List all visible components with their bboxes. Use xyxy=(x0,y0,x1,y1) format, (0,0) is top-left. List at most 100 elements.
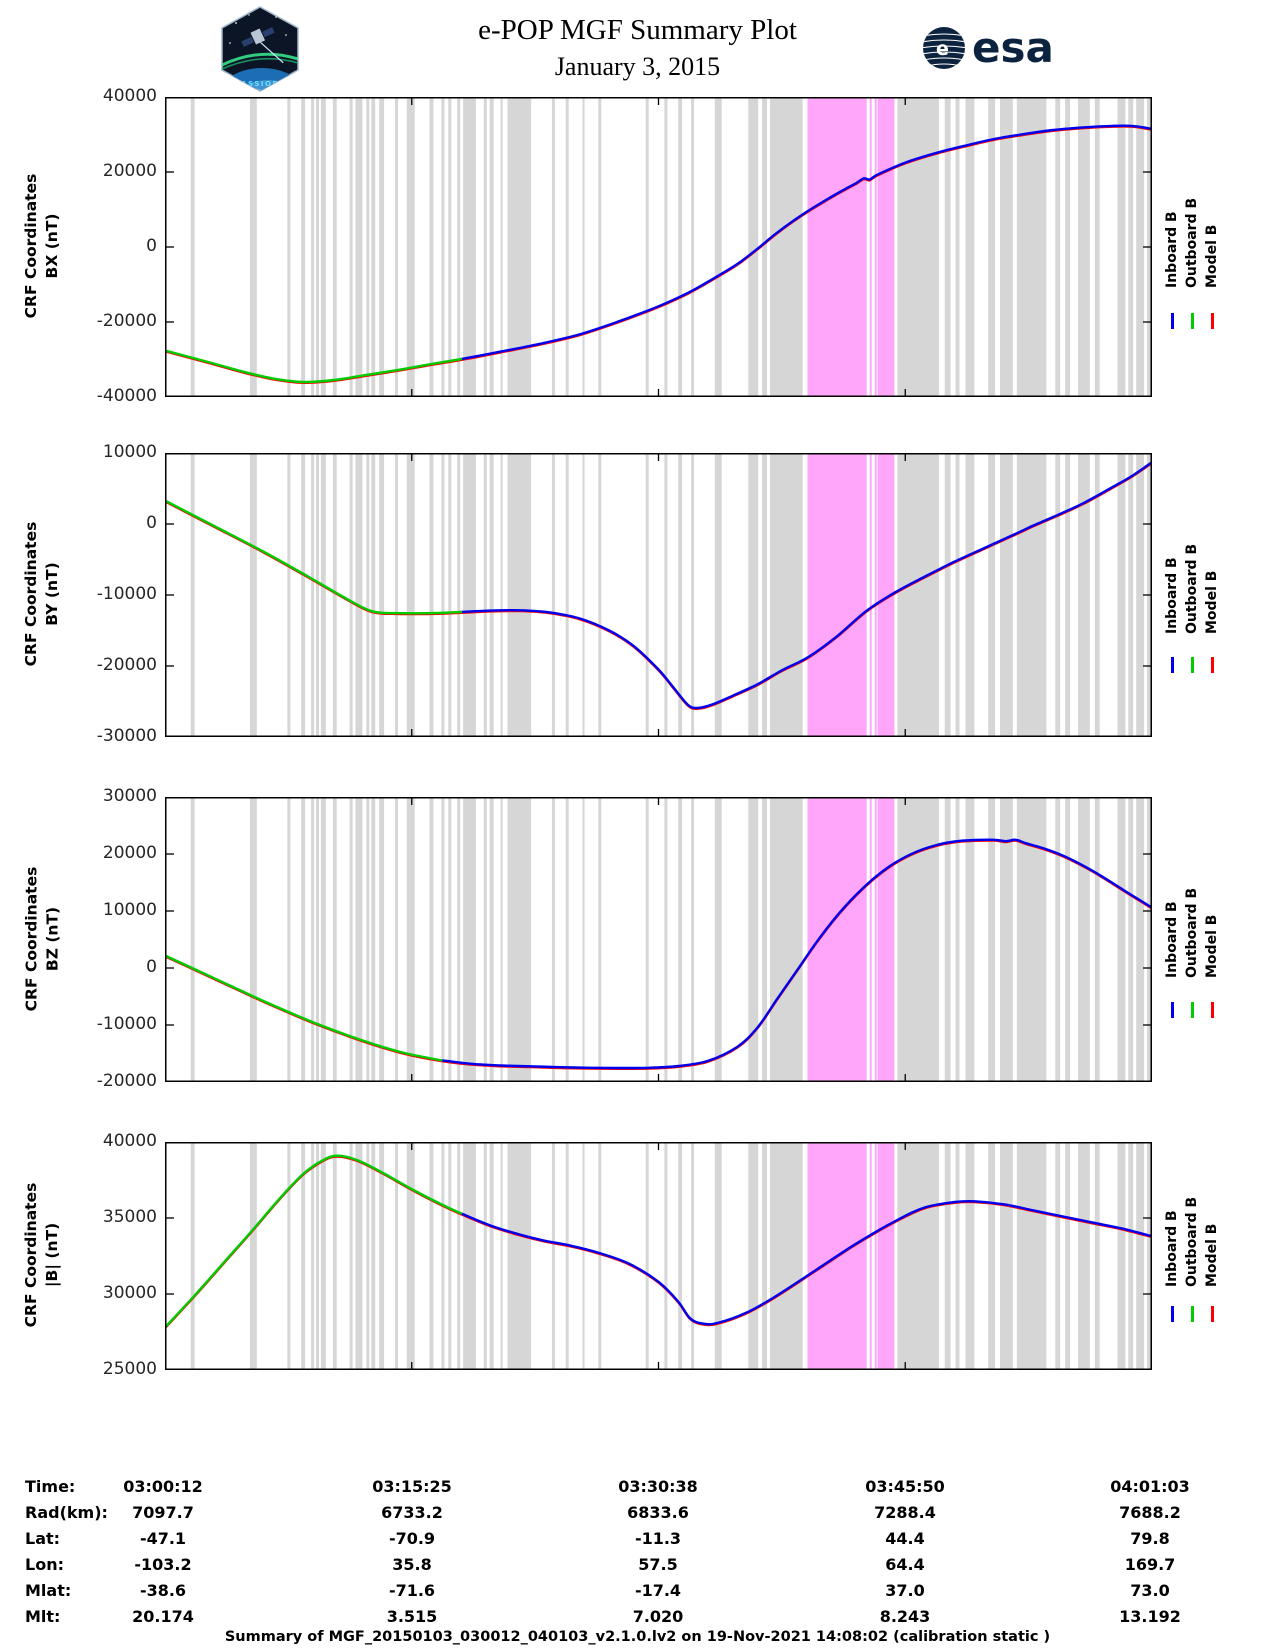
data-gap-stripe xyxy=(457,1143,461,1369)
y-tick-label: 0 xyxy=(146,236,157,256)
data-gap-stripe xyxy=(287,1143,291,1369)
data-gap-stripe xyxy=(955,98,960,396)
data-gap-stripe xyxy=(1055,98,1061,396)
table-cell: 7688.2 xyxy=(1119,1503,1181,1522)
data-gap-stripe xyxy=(1055,454,1061,736)
table-cell: 8.243 xyxy=(879,1607,931,1626)
data-gap-stripe xyxy=(1128,1143,1134,1369)
data-gap-stripe xyxy=(645,454,649,736)
data-gap-stripe xyxy=(1094,454,1100,736)
legend-label-outboard: Outboard B xyxy=(1184,197,1200,288)
data-gap-stripe xyxy=(366,798,370,1081)
data-gap-stripe xyxy=(1136,798,1145,1081)
data-gap-stripe xyxy=(379,1143,385,1369)
y-axis-label: CRF Coordinates |B| (nT) xyxy=(22,1182,61,1328)
data-gap-stripe xyxy=(1128,98,1134,396)
data-gap-stripe xyxy=(944,798,951,1081)
data-gap-stripe xyxy=(1094,798,1100,1081)
data-gap-stripe xyxy=(714,1143,722,1369)
data-gap-stripe xyxy=(565,454,569,736)
data-gap-stripe xyxy=(311,1143,315,1369)
table-cell: 79.8 xyxy=(1130,1529,1170,1548)
legend-swatch-inboard xyxy=(1171,313,1174,329)
series-inboard-b xyxy=(440,838,1154,1070)
legend-label-inboard: Inboard B xyxy=(1164,1210,1180,1287)
data-gap-stripe xyxy=(1078,98,1090,396)
legend-label-inboard: Inboard B xyxy=(1164,901,1180,979)
table-cell: 73.0 xyxy=(1130,1581,1170,1600)
data-gap-stripe xyxy=(429,454,434,736)
series-inboard-b xyxy=(459,124,1154,361)
data-gap-stripe xyxy=(316,454,319,736)
data-gap-stripe xyxy=(897,454,939,736)
table-cell: 13.192 xyxy=(1119,1607,1181,1626)
data-gap-stripe xyxy=(598,98,602,396)
data-gap-stripe xyxy=(770,454,803,736)
data-gap-stripe xyxy=(645,1143,649,1369)
y-tick-label: 10000 xyxy=(102,442,157,462)
data-gap-stripe xyxy=(1078,798,1090,1081)
data-gap-stripe xyxy=(762,454,767,736)
legend-label-outboard: Outboard B xyxy=(1184,543,1200,634)
data-gap-stripe xyxy=(463,1143,476,1369)
data-gap-stripe xyxy=(311,454,315,736)
table-cell: 03:45:50 xyxy=(865,1477,945,1496)
event-highlight-stripe xyxy=(807,454,867,736)
data-gap-stripe xyxy=(371,798,376,1081)
data-gap-stripe xyxy=(1065,1143,1070,1369)
table-cell: 169.7 xyxy=(1124,1555,1176,1574)
data-gap-stripe xyxy=(395,454,398,736)
data-gap-stripe xyxy=(190,454,195,736)
data-gap-stripe xyxy=(565,798,569,1081)
data-gap-stripe xyxy=(190,1143,195,1369)
series-inboard-b xyxy=(459,1199,1154,1326)
data-gap-stripe xyxy=(429,1143,434,1369)
summary-footnote: Summary of MGF_20150103_030012_040103_v2… xyxy=(224,1629,1051,1645)
data-gap-stripe xyxy=(406,798,415,1081)
data-gap-stripe xyxy=(448,798,452,1081)
data-gap-stripe xyxy=(463,798,476,1081)
data-gap-stripe xyxy=(1094,98,1100,396)
data-gap-stripe xyxy=(287,798,291,1081)
data-gap-stripe xyxy=(1065,454,1070,736)
data-gap-stripe xyxy=(714,454,722,736)
data-gap-stripe xyxy=(678,1143,683,1369)
table-cell: -103.2 xyxy=(134,1555,192,1574)
data-gap-stripe xyxy=(441,798,445,1081)
data-gap-stripe xyxy=(1016,454,1047,736)
table-row-label: Lat: xyxy=(25,1529,61,1548)
data-gap-stripe xyxy=(379,98,385,396)
data-gap-stripe xyxy=(249,98,257,396)
y-tick-label: 40000 xyxy=(102,1131,157,1151)
data-gap-stripe xyxy=(955,454,960,736)
data-gap-stripe xyxy=(355,1143,363,1369)
event-highlight-stripe xyxy=(807,98,867,396)
esa-globe-icon: e xyxy=(923,27,965,69)
data-gap-stripe xyxy=(395,98,398,396)
y-tick-label: 0 xyxy=(146,957,157,977)
y-tick-label: 30000 xyxy=(102,1283,157,1303)
data-gap-stripe xyxy=(507,798,532,1081)
table-cell: 35.8 xyxy=(392,1555,432,1574)
data-gap-stripe xyxy=(332,798,337,1081)
data-gap-stripe xyxy=(664,798,668,1081)
data-gap-stripe xyxy=(1136,454,1145,736)
y-tick-label: 20000 xyxy=(102,161,157,181)
legend-swatch-model xyxy=(1211,1002,1214,1019)
data-gap-stripe xyxy=(598,798,602,1081)
data-gap-stripe xyxy=(371,454,376,736)
legend-swatch-model xyxy=(1211,313,1214,329)
y-axis-label: CRF Coordinates BZ (nT) xyxy=(22,866,61,1011)
table-row-label: Time: xyxy=(25,1477,76,1496)
data-gap-stripe xyxy=(714,798,722,1081)
data-gap-stripe xyxy=(582,1143,585,1369)
data-gap-stripe xyxy=(664,454,668,736)
data-gap-stripe xyxy=(1117,454,1126,736)
table-row-label: Mlat: xyxy=(25,1581,72,1600)
data-gap-stripe xyxy=(448,98,452,396)
data-gap-stripe xyxy=(489,798,494,1081)
plot-area-svg xyxy=(163,1141,1154,1371)
legend-label-model: Model B xyxy=(1204,570,1220,634)
y-tick-label: -10000 xyxy=(96,1014,157,1034)
